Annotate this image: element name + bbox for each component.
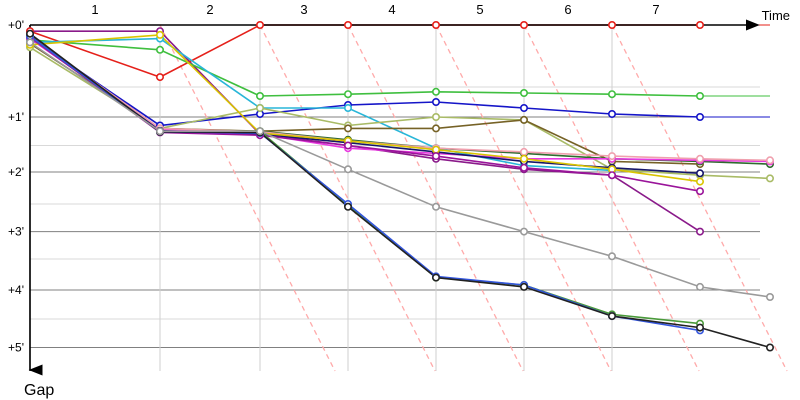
svg-text:+3': +3' bbox=[8, 225, 24, 239]
svg-text:6: 6 bbox=[564, 2, 571, 17]
svg-text:7: 7 bbox=[652, 2, 659, 17]
svg-text:+4': +4' bbox=[8, 283, 24, 297]
svg-text:Time: Time bbox=[762, 8, 790, 23]
svg-text:1: 1 bbox=[91, 2, 98, 17]
svg-text:Gap: Gap bbox=[24, 382, 54, 399]
svg-text:3: 3 bbox=[300, 2, 307, 17]
svg-text:+5': +5' bbox=[8, 341, 24, 355]
svg-text:2: 2 bbox=[206, 2, 213, 17]
svg-text:+2': +2' bbox=[8, 165, 24, 179]
svg-text:+1': +1' bbox=[8, 110, 24, 124]
svg-text:5: 5 bbox=[476, 2, 483, 17]
svg-text:4: 4 bbox=[388, 2, 395, 17]
svg-text:+0': +0' bbox=[8, 18, 24, 32]
